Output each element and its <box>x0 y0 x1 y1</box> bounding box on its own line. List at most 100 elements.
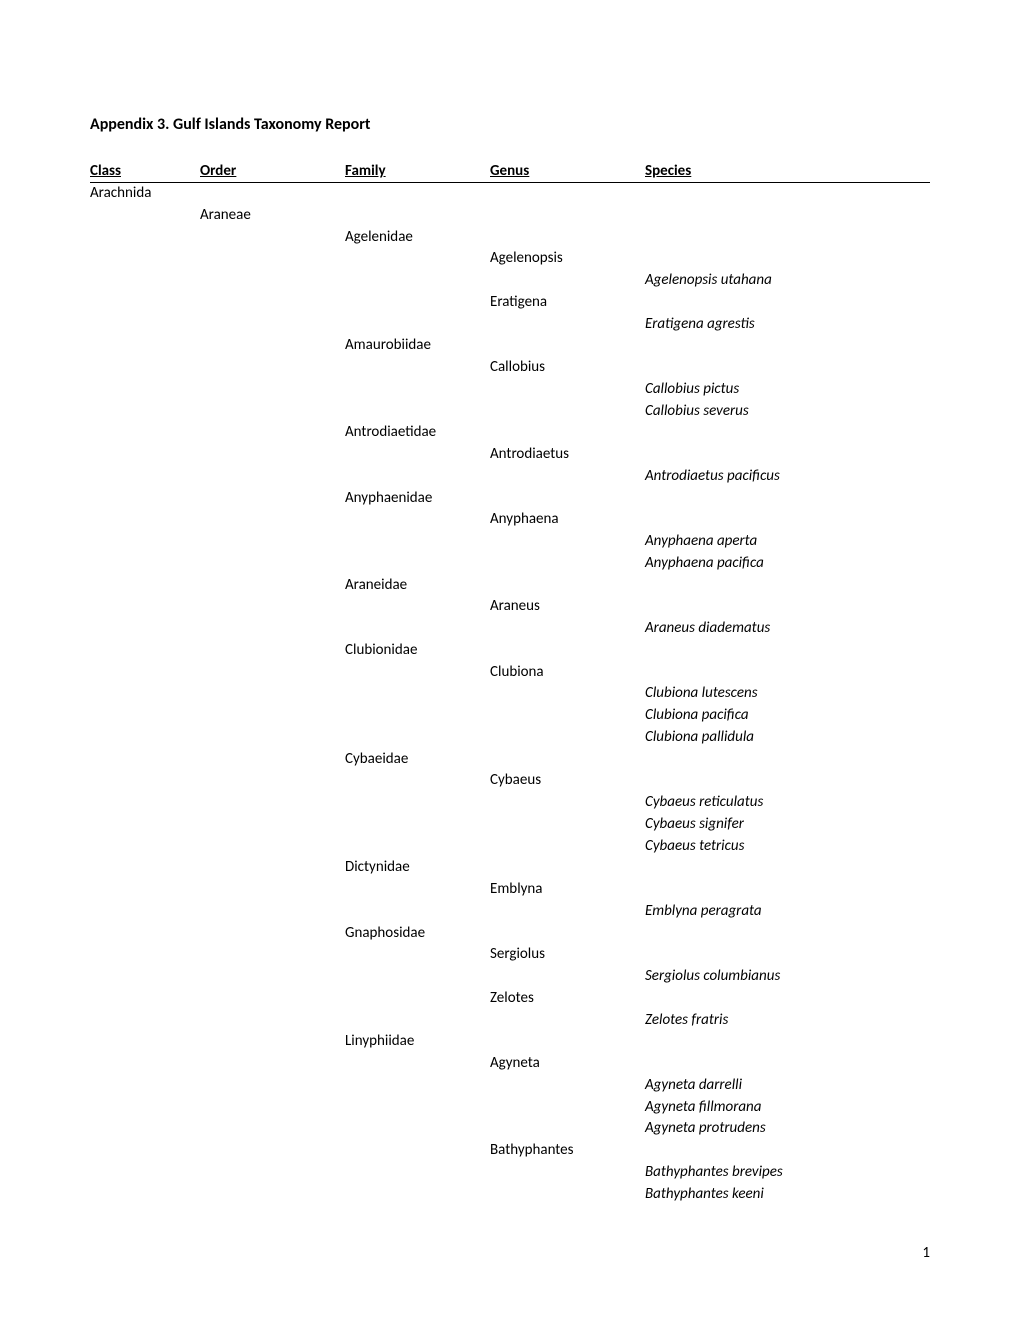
table-row: Emblyna <box>90 879 930 901</box>
cell-species <box>645 749 930 771</box>
table-row: Eratigena <box>90 292 930 314</box>
cell-family <box>345 553 490 575</box>
cell-family <box>345 988 490 1010</box>
cell-genus <box>490 923 645 945</box>
cell-class <box>90 422 200 444</box>
cell-species: Antrodiaetus pacificus <box>645 466 930 488</box>
cell-order <box>200 1118 345 1140</box>
cell-order <box>200 401 345 423</box>
cell-class <box>90 879 200 901</box>
cell-species <box>645 1031 930 1053</box>
cell-class <box>90 357 200 379</box>
cell-class <box>90 488 200 510</box>
cell-family: Cybaeidae <box>345 749 490 771</box>
cell-class <box>90 618 200 640</box>
table-row: Clubiona <box>90 662 930 684</box>
table-row: Antrodiaetus <box>90 444 930 466</box>
cell-genus <box>490 749 645 771</box>
cell-species: Callobius pictus <box>645 379 930 401</box>
cell-class <box>90 270 200 292</box>
cell-class <box>90 1031 200 1053</box>
cell-class <box>90 531 200 553</box>
cell-order <box>200 749 345 771</box>
cell-genus <box>490 966 645 988</box>
cell-order <box>200 683 345 705</box>
cell-class <box>90 749 200 771</box>
cell-order <box>200 183 345 205</box>
cell-family: Anyphaenidae <box>345 488 490 510</box>
cell-genus <box>490 401 645 423</box>
cell-class <box>90 966 200 988</box>
cell-family <box>345 270 490 292</box>
cell-order <box>200 1053 345 1075</box>
cell-genus <box>490 792 645 814</box>
cell-class <box>90 553 200 575</box>
cell-class <box>90 248 200 270</box>
table-row: Sergiolus columbianus <box>90 966 930 988</box>
cell-species <box>645 205 930 227</box>
cell-family <box>345 944 490 966</box>
cell-class <box>90 227 200 249</box>
cell-species: Cybaeus tetricus <box>645 836 930 858</box>
cell-order <box>200 227 345 249</box>
cell-species: Sergiolus columbianus <box>645 966 930 988</box>
cell-genus: Bathyphantes <box>490 1140 645 1162</box>
cell-genus <box>490 857 645 879</box>
cell-family <box>345 662 490 684</box>
table-row: Bathyphantes <box>90 1140 930 1162</box>
table-row: Araneus diadematus <box>90 618 930 640</box>
cell-family <box>345 1140 490 1162</box>
cell-species: Cybaeus signifer <box>645 814 930 836</box>
table-row: Amaurobiidae <box>90 335 930 357</box>
cell-class <box>90 944 200 966</box>
cell-family <box>345 444 490 466</box>
cell-genus <box>490 314 645 336</box>
cell-class <box>90 1184 200 1206</box>
cell-genus: Agyneta <box>490 1053 645 1075</box>
table-row: Antrodiaetus pacificus <box>90 466 930 488</box>
cell-family <box>345 1075 490 1097</box>
cell-class <box>90 444 200 466</box>
table-row: Araneus <box>90 596 930 618</box>
cell-genus <box>490 270 645 292</box>
cell-species <box>645 988 930 1010</box>
cell-order <box>200 944 345 966</box>
table-row: Zelotes fratris <box>90 1010 930 1032</box>
cell-class <box>90 1053 200 1075</box>
cell-genus <box>490 836 645 858</box>
cell-genus: Sergiolus <box>490 944 645 966</box>
table-row: Anyphaenidae <box>90 488 930 510</box>
table-row: Callobius pictus <box>90 379 930 401</box>
cell-genus <box>490 814 645 836</box>
cell-genus <box>490 1097 645 1119</box>
cell-genus: Emblyna <box>490 879 645 901</box>
cell-genus <box>490 1075 645 1097</box>
cell-class <box>90 205 200 227</box>
cell-order <box>200 1184 345 1206</box>
cell-genus <box>490 227 645 249</box>
cell-class <box>90 705 200 727</box>
cell-order <box>200 422 345 444</box>
cell-family <box>345 596 490 618</box>
table-row: Agelenidae <box>90 227 930 249</box>
cell-family <box>345 1010 490 1032</box>
cell-species: Bathyphantes brevipes <box>645 1162 930 1184</box>
cell-family <box>345 205 490 227</box>
cell-class <box>90 923 200 945</box>
cell-family <box>345 531 490 553</box>
cell-species <box>645 770 930 792</box>
cell-genus <box>490 1010 645 1032</box>
cell-family <box>345 770 490 792</box>
cell-order <box>200 705 345 727</box>
cell-species <box>645 575 930 597</box>
cell-class <box>90 466 200 488</box>
cell-family <box>345 509 490 531</box>
table-row: Linyphiidae <box>90 1031 930 1053</box>
cell-species <box>645 248 930 270</box>
cell-family <box>345 683 490 705</box>
cell-species <box>645 944 930 966</box>
cell-species <box>645 422 930 444</box>
cell-species <box>645 596 930 618</box>
cell-order <box>200 857 345 879</box>
cell-species: Emblyna peragrata <box>645 901 930 923</box>
